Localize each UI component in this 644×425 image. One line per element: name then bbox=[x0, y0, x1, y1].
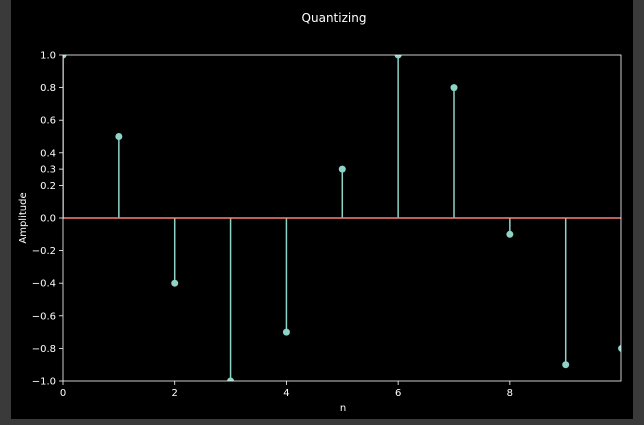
stem-marker bbox=[338, 165, 346, 173]
stem-marker bbox=[282, 328, 290, 336]
x-tick-label: 4 bbox=[283, 388, 289, 399]
y-tick-label: 1.0 bbox=[40, 51, 56, 62]
y-tick-label: 0.3 bbox=[40, 165, 56, 176]
plot-area bbox=[63, 55, 621, 381]
y-tick-label: 0.2 bbox=[40, 181, 56, 192]
y-tick-label: 0.8 bbox=[40, 83, 56, 94]
figure: Quantizing n Amplitude 0 2 4 6 8 −1.0 −0.8 −0.6… bbox=[11, 0, 633, 419]
stem-marker bbox=[562, 361, 570, 369]
y-axis-label: Amplitude bbox=[18, 192, 29, 243]
stem-chart: Quantizing n Amplitude 0 2 4 6 8 −1.0 −0.8 −0.6… bbox=[18, 11, 622, 414]
y-tick-label: −0.8 bbox=[32, 344, 56, 355]
y-tick-label: −0.2 bbox=[32, 246, 56, 257]
stem-marker bbox=[171, 279, 179, 287]
y-tick-label: 0.0 bbox=[40, 214, 56, 225]
stem-marker bbox=[394, 55, 402, 59]
axes: 0 2 4 6 8 −1.0 −0.8 −0.6 −0.4 −0.2 0.0 0.2 0.3 0.4 0.6… bbox=[32, 51, 622, 399]
stem-marker bbox=[506, 230, 514, 238]
stem-marker bbox=[63, 55, 67, 59]
y-tick-label: 0.6 bbox=[40, 116, 56, 127]
x-tick-label: 8 bbox=[507, 388, 513, 399]
x-axis-label: n bbox=[340, 403, 346, 414]
y-tick-label: 0.4 bbox=[40, 148, 56, 159]
y-tick-label: −1.0 bbox=[32, 377, 56, 388]
y-tick-label: −0.6 bbox=[32, 311, 56, 322]
stem-marker bbox=[227, 377, 235, 381]
stem-marker bbox=[115, 133, 123, 140]
x-tick-label: 2 bbox=[172, 388, 178, 399]
stem-marker bbox=[450, 84, 458, 92]
chart-title: Quantizing bbox=[302, 11, 367, 25]
y-tick-label: −0.4 bbox=[32, 279, 56, 290]
x-tick-label: 6 bbox=[395, 388, 401, 399]
x-tick-label: 0 bbox=[60, 388, 66, 399]
stem-marker bbox=[618, 344, 621, 352]
